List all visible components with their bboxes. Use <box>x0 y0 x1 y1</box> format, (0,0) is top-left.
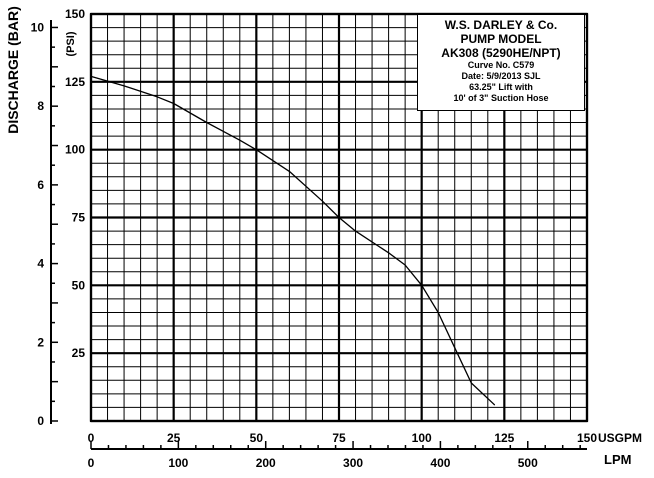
lpm-tick-label: 0 <box>88 456 95 470</box>
info-curve-no: Curve No. C579 <box>467 60 535 70</box>
psi-tick-label: 100 <box>65 143 85 157</box>
pump-curve-line <box>90 75 495 406</box>
pump-curve-point <box>255 149 257 151</box>
info-lift: 63.25" Lift with <box>469 82 533 92</box>
psi-tick-label: 150 <box>65 7 85 21</box>
pump-curve-point <box>454 347 456 349</box>
info-model: AK308 (5290HE/NPT) <box>441 46 561 60</box>
bar-tick-label: 4 <box>37 257 44 271</box>
usgpm-tick-label: 100 <box>412 431 432 445</box>
pump-curve-point <box>288 170 290 172</box>
usgpm-tick-label: 150 <box>577 431 597 445</box>
info-model-heading: PUMP MODEL <box>460 32 542 46</box>
series-layer <box>90 75 496 406</box>
info-company: W.S. DARLEY & Co. <box>444 18 558 32</box>
pump-curve-point <box>206 121 208 124</box>
usgpm-tick-label: 0 <box>88 431 95 445</box>
pump-curve-point <box>321 200 324 202</box>
pump-curve-point <box>239 139 241 141</box>
psi-tick-label: 125 <box>65 75 85 89</box>
usgpm-tick-label: 50 <box>250 431 264 445</box>
usgpm-tick-label: 75 <box>332 431 346 445</box>
psi-tick-label: 75 <box>72 211 86 225</box>
bar-tick-label: 10 <box>31 20 45 34</box>
psi-tick-label: 25 <box>72 346 86 360</box>
bar-tick-label: 8 <box>37 99 44 113</box>
usgpm-unit-label: USGPM <box>598 431 642 445</box>
pump-curve-point <box>338 216 340 219</box>
info-hose: 10' of 3" Suction Hose <box>453 93 549 103</box>
lpm-tick-label: 300 <box>343 456 363 470</box>
pump-curve-point <box>123 85 125 87</box>
pump-curve-point <box>354 230 357 232</box>
lpm-unit-label: LPM <box>604 452 631 467</box>
pump-curve-point <box>156 96 158 98</box>
pump-curve-point <box>173 102 175 105</box>
psi-tick-label: 50 <box>72 278 86 292</box>
grid-major <box>89 12 589 423</box>
usgpm-tick-label: 125 <box>494 431 514 445</box>
pump-curve-point <box>90 75 92 78</box>
bar-tick-label: 6 <box>37 178 44 192</box>
lpm-tick-label: 500 <box>518 456 538 470</box>
pump-curve-point <box>388 252 390 254</box>
usgpm-tick-label: 25 <box>167 431 181 445</box>
pump-info-box: W.S. DARLEY & Co. PUMP MODEL AK308 (5290… <box>417 14 585 111</box>
bar-tick-label: 0 <box>37 414 44 428</box>
plot-frame <box>89 12 589 423</box>
lpm-tick-label: 400 <box>430 456 450 470</box>
bar-tick-label: 2 <box>37 335 44 349</box>
pump-curve-point <box>421 284 423 286</box>
pump-curve-point <box>404 264 406 266</box>
bar-axis-label: DISCHARGE (BAR) <box>5 6 21 134</box>
pump-curve-point <box>493 404 496 406</box>
pump-curve-point <box>437 311 439 314</box>
lpm-tick-label: 100 <box>168 456 188 470</box>
psi-axis-label: (PSI) <box>65 31 77 56</box>
pump-curve-point <box>470 382 472 384</box>
lpm-tick-label: 200 <box>256 456 276 470</box>
info-date: Date: 5/9/2013 SJL <box>461 71 541 81</box>
